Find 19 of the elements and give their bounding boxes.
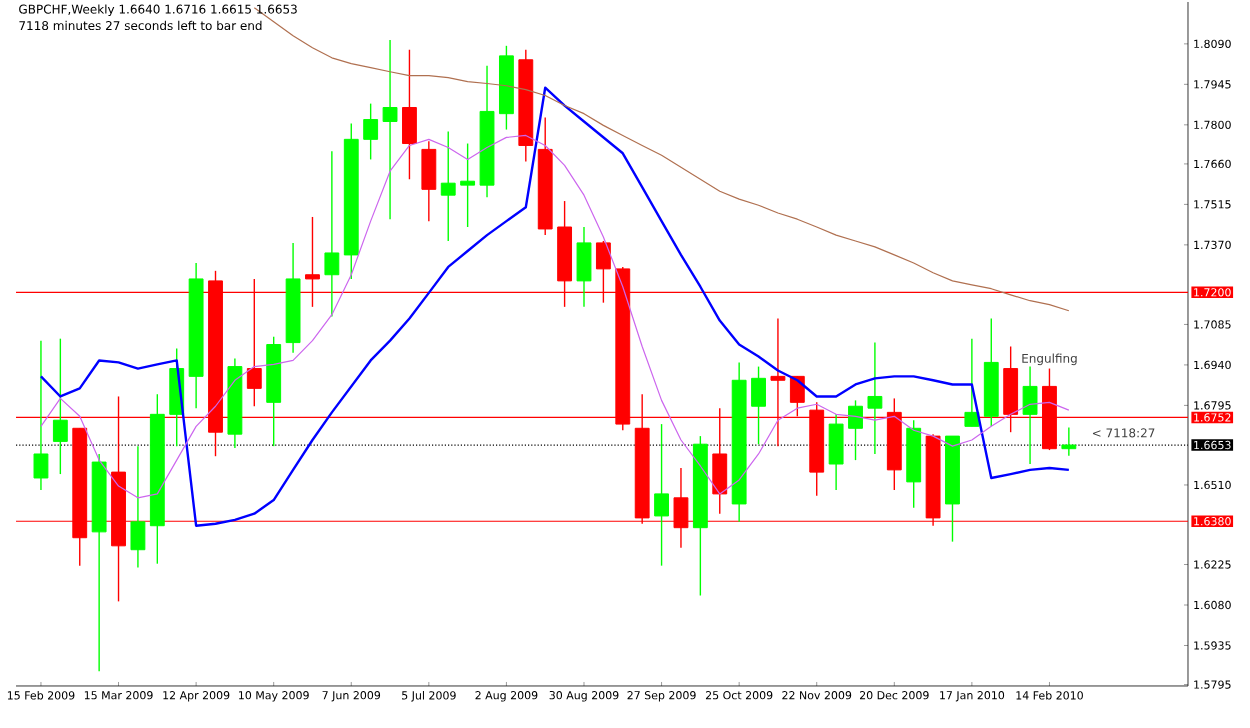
candlestick [324, 150, 340, 318]
candlestick [363, 102, 379, 161]
candlestick [848, 399, 863, 461]
candlestick [964, 337, 980, 428]
candlestick [654, 423, 669, 567]
candlestick [440, 130, 456, 242]
candlestick [867, 341, 883, 455]
candlestick [751, 365, 766, 445]
candlestick [828, 413, 844, 491]
candlestick [33, 339, 49, 491]
candlestick [576, 226, 592, 308]
candlestick [421, 140, 437, 222]
candlestick [1061, 426, 1077, 457]
candlestick [402, 49, 417, 180]
candlestick [382, 39, 398, 220]
candlestick [130, 445, 146, 569]
candlestick [460, 142, 476, 228]
candlestick [1022, 365, 1038, 465]
candlestick [52, 337, 68, 475]
